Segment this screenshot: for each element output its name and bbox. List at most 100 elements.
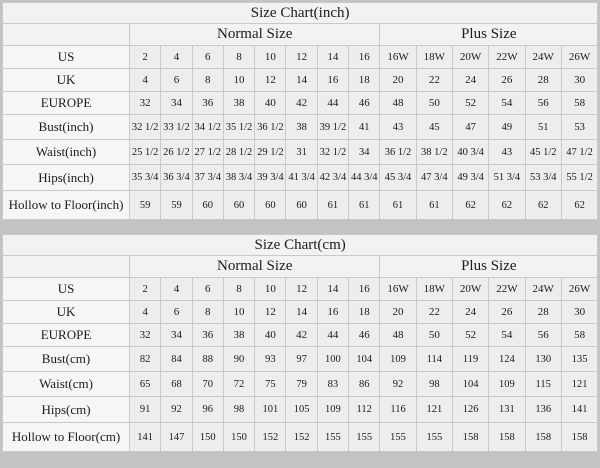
size-cell: 82	[128, 346, 162, 372]
size-cell: 96	[191, 396, 224, 423]
size-cell: 79	[285, 371, 318, 397]
size-cell: 24	[451, 300, 490, 324]
size-chart-cm-table: Size Chart(cm) Normal Size Plus Size US 2 4 6 8…	[1, 234, 599, 452]
size-cell: 58	[560, 323, 599, 347]
size-cell: 6	[191, 277, 224, 301]
size-cell: 98	[415, 371, 453, 397]
size-cell: 40	[254, 91, 287, 115]
size-chart-inch-container: Size Chart(inch) Normal Size Plus Size US 2 4…	[1, 2, 599, 220]
size-cell: 155	[379, 422, 417, 452]
size-cell: 60	[285, 190, 318, 220]
size-cell: 141	[560, 396, 599, 423]
size-cell: 34	[348, 139, 381, 165]
size-cell: 147	[160, 422, 193, 452]
size-cell: 109	[488, 371, 526, 397]
table-row: EUROPE 32 34 36 38 40 42 44 46 48 50 52 54 56 58	[2, 323, 599, 347]
size-cell: 8	[191, 300, 224, 324]
size-cell: 2	[128, 45, 162, 69]
table-title-row: Size Chart(cm)	[1, 234, 599, 256]
size-cell: 47	[451, 114, 490, 140]
size-cell: 10	[254, 45, 287, 69]
size-cell: 34	[160, 91, 193, 115]
size-cell: 46	[348, 323, 381, 347]
table-title: Size Chart(cm)	[1, 234, 599, 256]
size-cell: 30	[560, 68, 599, 92]
row-label: UK	[2, 68, 130, 92]
size-cell: 4	[128, 300, 162, 324]
size-cell: 130	[524, 346, 562, 372]
size-cell: 53 3/4	[524, 164, 562, 191]
row-label: UK	[2, 300, 130, 324]
size-cell: 42	[285, 323, 318, 347]
size-cell: 27 1/2	[191, 139, 224, 165]
size-cell: 49	[488, 114, 526, 140]
size-cell: 14	[285, 68, 318, 92]
size-cell: 34 1/2	[191, 114, 224, 140]
row-label: Hollow to Floor(inch)	[2, 190, 130, 220]
table-row: Bust(cm) 82 84 88 90 93 97 100 104 109 114 119 124 13…	[2, 346, 599, 372]
size-cell: 38 3/4	[222, 164, 256, 191]
size-cell: 45 1/2	[524, 139, 562, 165]
size-cell: 26 1/2	[160, 139, 193, 165]
size-cell: 47 1/2	[560, 139, 599, 165]
size-cell: 40 3/4	[451, 139, 490, 165]
size-cell: 150	[222, 422, 256, 452]
size-cell: 28	[524, 300, 562, 324]
size-cell: 155	[415, 422, 453, 452]
size-cell: 101	[254, 396, 287, 423]
table-row: Hollow to Floor(inch) 59 59 60 60 60 60 61 61 61 6…	[2, 190, 599, 220]
table-row: US 2 4 6 8 10 12 14 16 16W 18W 20W 22W 24W 26W	[2, 45, 599, 69]
size-cell: 36	[191, 323, 224, 347]
size-cell: 38	[222, 323, 256, 347]
size-cell: 26	[488, 68, 526, 92]
size-cell: 136	[524, 396, 562, 423]
size-cell: 62	[524, 190, 562, 220]
size-cell: 39 3/4	[254, 164, 287, 191]
size-cell: 4	[160, 45, 193, 69]
size-cell: 44	[316, 323, 350, 347]
size-cell: 93	[254, 346, 287, 372]
size-cell: 158	[524, 422, 562, 452]
size-cell: 22W	[488, 277, 526, 301]
size-cell: 124	[488, 346, 526, 372]
row-label: Hollow to Floor(cm)	[2, 422, 130, 452]
size-cell: 32	[128, 91, 162, 115]
group-header-row: Normal Size Plus Size	[2, 255, 599, 278]
size-cell: 6	[160, 300, 193, 324]
size-cell: 60	[254, 190, 287, 220]
size-cell: 42 3/4	[316, 164, 350, 191]
size-cell: 152	[254, 422, 287, 452]
size-cell: 61	[348, 190, 381, 220]
size-cell: 8	[222, 45, 256, 69]
size-cell: 33 1/2	[160, 114, 193, 140]
size-cell: 12	[285, 277, 318, 301]
size-cell: 109	[379, 346, 417, 372]
size-cell: 109	[316, 396, 350, 423]
size-cell: 51 3/4	[488, 164, 526, 191]
table-row: UK 4 6 8 10 12 14 16 18 20 22 24 26 28 30	[2, 68, 599, 92]
table-row: Hollow to Floor(cm) 141 147 150 150 152 152 155…	[2, 422, 599, 452]
table-title: Size Chart(inch)	[1, 2, 599, 24]
size-cell: 28	[524, 68, 562, 92]
size-cell: 2	[128, 277, 162, 301]
size-cell: 25 1/2	[128, 139, 162, 165]
size-cell: 20	[379, 68, 417, 92]
size-cell: 32 1/2	[128, 114, 162, 140]
size-cell: 26W	[560, 45, 599, 69]
size-cell: 38	[222, 91, 256, 115]
size-cell: 91	[128, 396, 162, 423]
size-cell: 26W	[560, 277, 599, 301]
size-cell: 20W	[451, 277, 490, 301]
row-label: EUROPE	[2, 323, 130, 347]
size-cell: 90	[222, 346, 256, 372]
size-cell: 98	[222, 396, 256, 423]
table-title-row: Size Chart(inch)	[1, 2, 599, 24]
size-cell: 44	[316, 91, 350, 115]
size-cell: 47 3/4	[415, 164, 453, 191]
group-header-plus-size: Plus Size	[379, 255, 599, 278]
size-cell: 61	[415, 190, 453, 220]
group-header-normal-size: Normal Size	[128, 23, 381, 46]
size-cell: 72	[222, 371, 256, 397]
size-cell: 34	[160, 323, 193, 347]
